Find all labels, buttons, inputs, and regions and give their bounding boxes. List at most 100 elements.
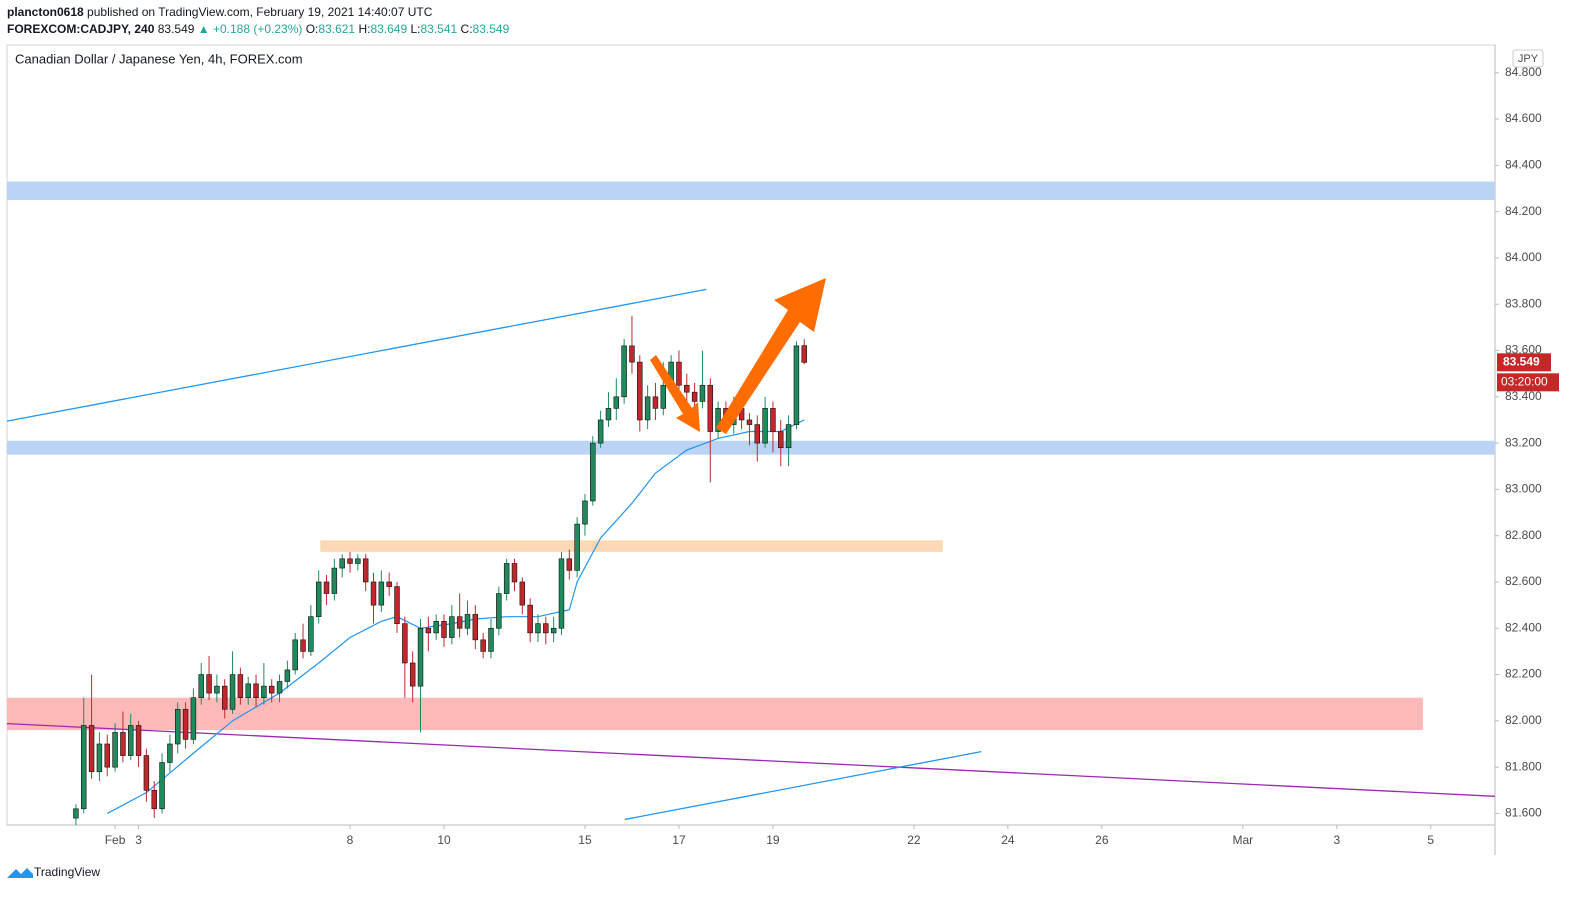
last-price-box	[1497, 353, 1551, 372]
candle-body	[785, 424, 792, 449]
candle-body	[511, 563, 518, 583]
candle-body	[190, 697, 197, 740]
candle-body	[268, 685, 275, 694]
c: 83.549	[472, 22, 510, 36]
candle-body	[464, 614, 471, 629]
y-tick-label: 84.200	[1505, 204, 1542, 218]
candle-body	[88, 725, 95, 773]
candle-body	[315, 581, 322, 617]
candle-body	[456, 616, 463, 629]
candle-body	[198, 674, 204, 699]
trendline	[624, 750, 982, 821]
trendline	[7, 288, 707, 422]
y-tick-label: 83.800	[1505, 296, 1542, 310]
y-tick-label: 84.800	[1505, 65, 1542, 79]
currency-box	[1512, 49, 1544, 68]
candle-body	[778, 431, 784, 449]
arrow-up	[716, 278, 826, 434]
y-tick-label: 84.600	[1505, 111, 1542, 125]
candle-body	[143, 755, 150, 791]
y-tick-label: 82.800	[1505, 528, 1542, 542]
candle-body	[621, 345, 627, 398]
x-tick-label: 5	[1427, 833, 1434, 847]
plot	[7, 181, 1495, 825]
candle-body	[449, 616, 455, 638]
last: 83.549	[157, 22, 195, 36]
countdown-box	[1497, 373, 1559, 392]
arrow-down	[650, 355, 700, 432]
candle-body	[652, 396, 659, 409]
l-label: L:	[410, 22, 421, 36]
candle-body	[425, 627, 432, 634]
change: ▲ +0.188 (+0.23%)	[197, 22, 303, 36]
x-tick-label: 3	[135, 833, 142, 847]
y-tick-label: 83.600	[1505, 343, 1542, 357]
candle-body	[276, 681, 283, 694]
chart-title: Canadian Dollar / Japanese Yen, 4h, FORE…	[15, 51, 303, 66]
candle-body	[159, 762, 165, 810]
candle-body	[535, 623, 541, 634]
candle-body	[347, 558, 353, 564]
zone	[7, 440, 1495, 455]
candle-body	[417, 627, 424, 687]
candle-body	[386, 581, 392, 587]
x-tick-label: 26	[1095, 833, 1109, 847]
arrows	[650, 278, 826, 434]
y-tick-label: 83.400	[1505, 389, 1542, 403]
candle-body	[362, 558, 369, 583]
h: 83.649	[370, 22, 408, 36]
candle-body	[699, 384, 706, 402]
candle-body	[355, 558, 361, 564]
h-label: H:	[358, 22, 371, 36]
y-tick-label: 82.400	[1505, 620, 1542, 634]
candle-body	[378, 581, 385, 606]
x-tick-label: 10	[437, 833, 451, 847]
c-label: C:	[460, 22, 473, 36]
trendline	[7, 722, 1495, 797]
candle-body	[472, 614, 479, 641]
logo-mark	[7, 868, 33, 878]
candle-body	[503, 563, 510, 594]
candle-body	[488, 627, 494, 652]
x-tick-label: Feb	[105, 833, 126, 847]
logo: TradingView	[7, 865, 100, 879]
y-tick-label: 82.000	[1505, 713, 1542, 727]
candle-body	[558, 558, 565, 629]
candle-body	[253, 683, 259, 699]
header: plancton0618 published on TradingView.co…	[7, 4, 509, 38]
candle-body	[684, 384, 690, 393]
candle-body	[629, 345, 635, 363]
last-price: 83.549	[1503, 354, 1540, 368]
candle-body	[73, 808, 79, 819]
candle-body	[582, 500, 588, 525]
candle-body	[519, 581, 526, 606]
candle-body	[566, 558, 573, 571]
candle-body	[182, 708, 189, 740]
candle-body	[214, 685, 220, 694]
l: 83.541	[420, 22, 458, 36]
candle-body	[754, 424, 760, 444]
candle-body	[261, 685, 267, 699]
candle-body	[292, 639, 298, 671]
candle-body	[793, 345, 800, 425]
candle-body	[370, 581, 377, 606]
candle-body	[104, 743, 110, 768]
candle-body	[402, 623, 408, 664]
published: published on TradingView.com, February 1…	[87, 5, 433, 19]
candle-body	[660, 384, 667, 409]
candle-body	[527, 604, 533, 634]
candle-body	[637, 361, 643, 421]
candle-body	[96, 743, 103, 773]
y-tick-label: 82.600	[1505, 574, 1542, 588]
candle-body	[323, 581, 330, 594]
candle-body	[229, 674, 236, 710]
candle-body	[496, 593, 502, 629]
author: plancton0618	[7, 5, 84, 19]
y-tick-label: 81.800	[1505, 759, 1542, 773]
candle-body	[590, 442, 596, 502]
candle-body	[167, 743, 173, 763]
symbol: FOREXCOM:CADJPY, 240	[7, 22, 155, 36]
y-tick-label: 84.000	[1505, 250, 1542, 264]
